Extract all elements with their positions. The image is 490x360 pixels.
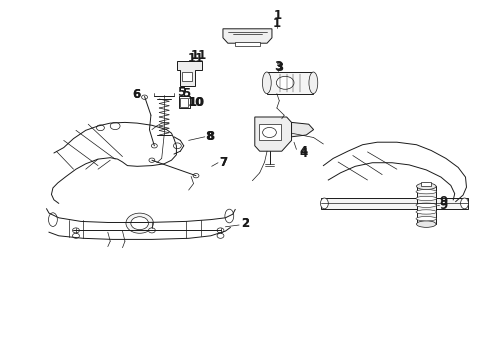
Circle shape [131, 217, 148, 230]
Polygon shape [223, 29, 272, 43]
Bar [179, 96, 190, 108]
Text: 5: 5 [182, 87, 190, 100]
Ellipse shape [320, 198, 328, 209]
Bar [421, 182, 431, 186]
Circle shape [276, 76, 294, 89]
Text: 2: 2 [241, 217, 249, 230]
Text: 11: 11 [188, 52, 204, 65]
Circle shape [148, 228, 155, 233]
Polygon shape [292, 122, 314, 137]
Circle shape [126, 213, 153, 233]
Circle shape [151, 144, 157, 148]
Text: 5: 5 [177, 86, 185, 99]
Bar [235, 42, 260, 46]
Polygon shape [255, 117, 292, 151]
Text: 3: 3 [274, 60, 282, 73]
Circle shape [173, 143, 181, 149]
Text: 6: 6 [132, 88, 140, 101]
Text: 9: 9 [440, 199, 448, 212]
Ellipse shape [416, 196, 437, 201]
Bar [267, 72, 314, 94]
Text: 8: 8 [207, 130, 215, 143]
Circle shape [263, 127, 276, 138]
Text: 1: 1 [273, 17, 281, 30]
Ellipse shape [309, 72, 318, 94]
Circle shape [110, 122, 120, 130]
Circle shape [217, 233, 224, 238]
Circle shape [73, 233, 79, 238]
Ellipse shape [416, 203, 437, 207]
Bar [321, 198, 468, 209]
Ellipse shape [416, 217, 437, 221]
Ellipse shape [416, 221, 436, 228]
Text: 4: 4 [300, 145, 308, 158]
Text: 2: 2 [241, 217, 249, 230]
Text: 10: 10 [189, 96, 205, 109]
Text: 9: 9 [440, 195, 448, 208]
Ellipse shape [416, 210, 437, 214]
Ellipse shape [461, 198, 468, 209]
Text: 8: 8 [206, 130, 214, 143]
Bar [180, 98, 188, 107]
Text: 11: 11 [190, 49, 207, 62]
Ellipse shape [49, 213, 57, 226]
Circle shape [149, 158, 155, 162]
Text: 6: 6 [132, 88, 140, 101]
Text: 1: 1 [274, 9, 282, 22]
Ellipse shape [225, 209, 234, 223]
Circle shape [73, 228, 79, 233]
Bar [182, 72, 192, 81]
Circle shape [142, 95, 147, 99]
Bar [416, 186, 436, 224]
Text: 10: 10 [188, 96, 204, 109]
Text: 3: 3 [275, 61, 283, 74]
Ellipse shape [262, 72, 271, 94]
Text: 7: 7 [220, 156, 227, 168]
Bar [259, 124, 281, 140]
Polygon shape [177, 61, 202, 86]
Ellipse shape [416, 190, 437, 194]
Text: 7: 7 [220, 156, 227, 168]
Text: 4: 4 [300, 147, 308, 160]
Ellipse shape [416, 183, 436, 190]
Circle shape [97, 125, 104, 131]
Circle shape [217, 228, 224, 233]
Circle shape [193, 174, 199, 178]
